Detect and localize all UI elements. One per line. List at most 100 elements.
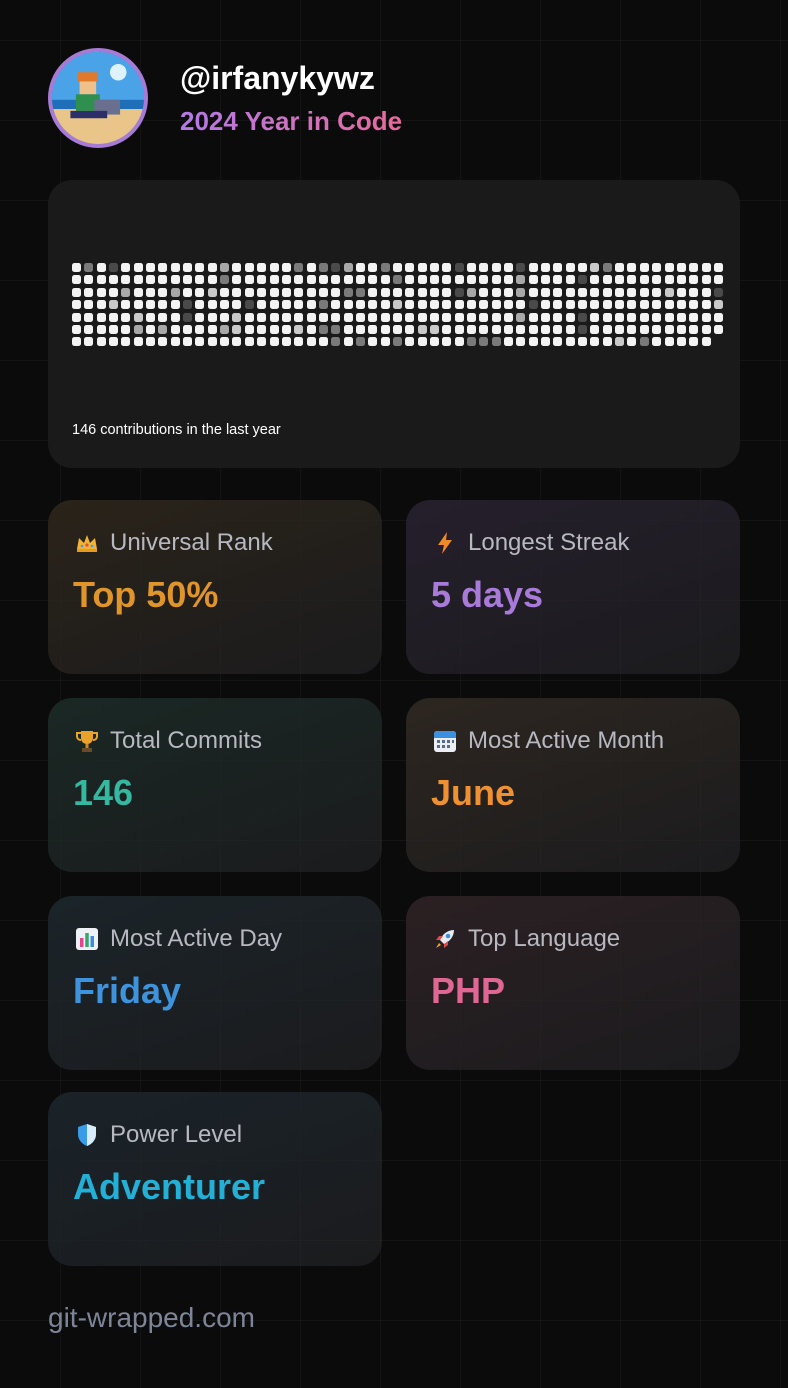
contribution-cell bbox=[565, 312, 575, 322]
contribution-cell bbox=[639, 324, 649, 334]
contribution-cell bbox=[133, 275, 143, 285]
contribution-cell bbox=[479, 275, 489, 285]
contribution-cell bbox=[170, 312, 180, 322]
contribution-cell bbox=[516, 263, 526, 272]
contribution-cell bbox=[454, 324, 464, 334]
contribution-cell bbox=[565, 324, 575, 334]
contribution-cell bbox=[343, 300, 353, 310]
contribution-cell bbox=[553, 300, 563, 310]
contribution-cell bbox=[713, 263, 723, 272]
footer-site-name: git-wrapped.com bbox=[48, 1302, 255, 1333]
contribution-cell bbox=[96, 300, 106, 310]
contribution-cell bbox=[331, 324, 341, 334]
contribution-cell bbox=[652, 287, 662, 297]
contribution-cell bbox=[429, 300, 439, 310]
contribution-cell bbox=[306, 263, 316, 272]
contribution-cell bbox=[121, 324, 131, 334]
contribution-cell bbox=[479, 300, 489, 310]
contribution-cell bbox=[244, 263, 254, 272]
contribution-cell bbox=[281, 263, 291, 272]
contribution-cell bbox=[392, 324, 402, 334]
contribution-cell bbox=[676, 324, 686, 334]
contribution-cell bbox=[417, 287, 427, 297]
contribution-cell bbox=[355, 287, 365, 297]
contribution-cell bbox=[615, 275, 625, 285]
contribution-cell bbox=[158, 275, 168, 285]
contribution-cell bbox=[565, 287, 575, 297]
contribution-cell bbox=[713, 275, 723, 285]
contribution-cell bbox=[578, 312, 588, 322]
contribution-cell bbox=[590, 337, 600, 347]
contribution-cell bbox=[380, 263, 390, 272]
contribution-cell bbox=[306, 337, 316, 347]
contribution-cell bbox=[343, 337, 353, 347]
contribution-cell bbox=[392, 300, 402, 310]
contribution-cell bbox=[467, 337, 476, 347]
contribution-cell bbox=[602, 263, 612, 272]
contribution-cell bbox=[257, 287, 267, 297]
contribution-cell bbox=[602, 337, 612, 347]
contribution-cell bbox=[257, 337, 267, 347]
contribution-cell bbox=[392, 337, 402, 347]
contribution-cell bbox=[417, 324, 427, 334]
contribution-cell bbox=[133, 324, 143, 334]
contribution-cell bbox=[72, 287, 81, 297]
contribution-cell bbox=[639, 287, 649, 297]
contribution-cell bbox=[627, 263, 637, 272]
contribution-cell bbox=[232, 324, 242, 334]
contribution-cell bbox=[195, 275, 205, 285]
contribution-cell bbox=[578, 337, 588, 347]
contribution-cell bbox=[244, 300, 254, 310]
contribution-cell bbox=[429, 263, 439, 272]
contribution-cell bbox=[553, 312, 563, 322]
contribution-cell bbox=[72, 312, 81, 322]
contribution-cell bbox=[553, 324, 563, 334]
contribution-cell bbox=[504, 263, 514, 272]
contribution-cell bbox=[652, 324, 662, 334]
stat-card-most-active-day: Most Active Day Friday bbox=[48, 896, 382, 1070]
contribution-cell bbox=[318, 337, 328, 347]
contribution-cell bbox=[701, 324, 711, 334]
contribution-cell bbox=[96, 324, 106, 334]
contribution-cell bbox=[306, 312, 316, 322]
contribution-cell bbox=[84, 337, 94, 347]
contribution-cell bbox=[602, 324, 612, 334]
contribution-cell bbox=[516, 287, 526, 297]
stat-value: Friday bbox=[73, 970, 182, 1011]
contribution-cell bbox=[689, 300, 699, 310]
contribution-cell bbox=[96, 312, 106, 322]
contribution-cell bbox=[392, 275, 402, 285]
contribution-cell bbox=[627, 337, 637, 347]
contribution-cell bbox=[528, 337, 538, 347]
contribution-cell bbox=[294, 337, 304, 347]
contribution-cell bbox=[294, 263, 304, 272]
contribution-cell bbox=[232, 300, 242, 310]
contribution-cell bbox=[306, 324, 316, 334]
contribution-cell bbox=[84, 312, 94, 322]
stat-value: Adventurer bbox=[73, 1166, 266, 1207]
contribution-cell bbox=[232, 275, 242, 285]
contribution-cell bbox=[504, 324, 514, 334]
shield-icon bbox=[74, 1122, 100, 1148]
contribution-cell bbox=[244, 287, 254, 297]
contribution-cell bbox=[195, 337, 205, 347]
contribution-cell bbox=[158, 337, 168, 347]
contribution-cell bbox=[257, 275, 267, 285]
contribution-cell bbox=[133, 263, 143, 272]
contribution-cell bbox=[442, 337, 452, 347]
contribution-cell bbox=[220, 263, 230, 272]
contribution-cell bbox=[491, 312, 501, 322]
contribution-cell bbox=[269, 287, 279, 297]
contribution-cell bbox=[368, 312, 378, 322]
contribution-cell bbox=[541, 263, 551, 272]
contribution-cell bbox=[207, 337, 217, 347]
contribution-cell bbox=[516, 312, 526, 322]
stat-card-top-language: Top Language PHP bbox=[406, 896, 740, 1070]
contribution-cell bbox=[467, 312, 476, 322]
contribution-cell bbox=[380, 275, 390, 285]
contribution-cell bbox=[479, 312, 489, 322]
contribution-cell bbox=[479, 263, 489, 272]
contribution-cell bbox=[676, 312, 686, 322]
contribution-cell bbox=[257, 263, 267, 272]
contribution-cell bbox=[516, 300, 526, 310]
